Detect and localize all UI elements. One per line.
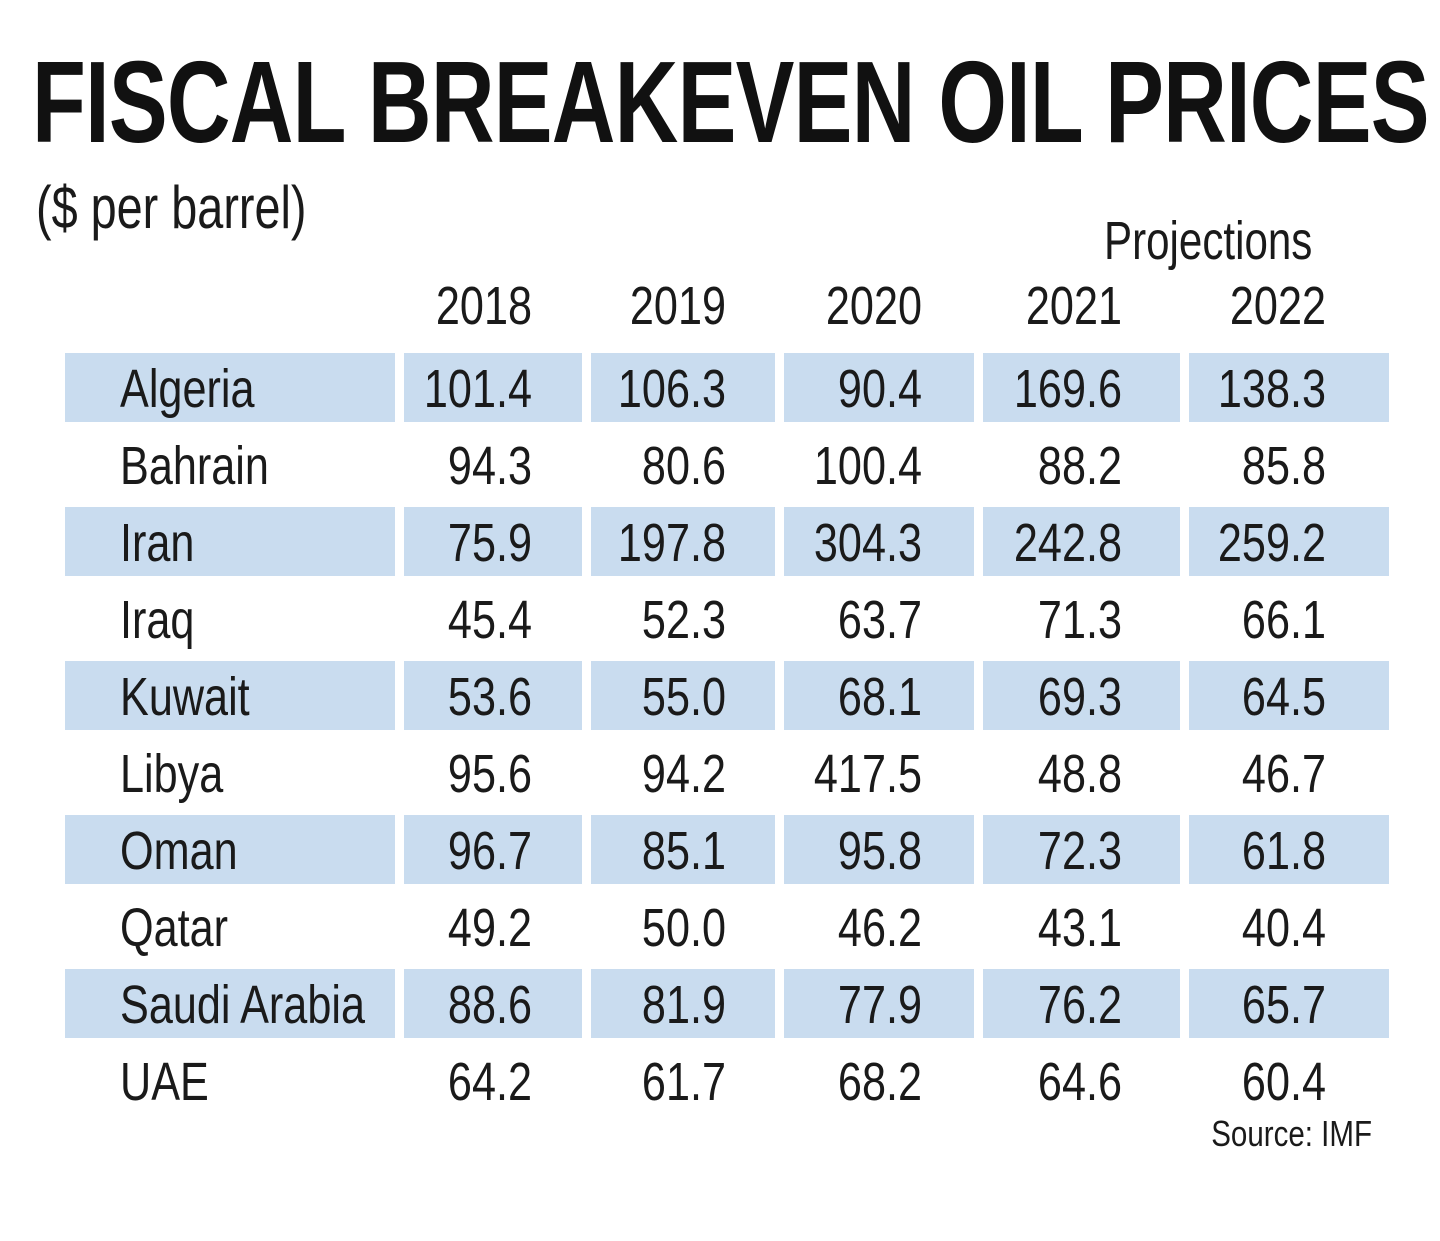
row-stripe	[784, 969, 974, 1038]
table-cell: 259.2	[1217, 513, 1326, 573]
table-cell: 43.1	[1037, 898, 1122, 958]
table-cell: 71.3	[1037, 590, 1122, 650]
row-stripe	[1189, 507, 1389, 576]
table-cell: 106.3	[617, 359, 726, 419]
table-cell: 90.4	[837, 359, 922, 419]
table-cell: 100.4	[813, 436, 922, 496]
country-label: Iraq	[120, 590, 195, 650]
country-label: Libya	[120, 744, 224, 804]
row-stripe	[591, 815, 775, 884]
table-cell: 60.4	[1241, 1052, 1326, 1112]
year-header-0: 2018	[435, 276, 532, 336]
row-stripe	[65, 815, 395, 884]
table-cell: 95.8	[837, 821, 922, 881]
table-cell: 64.6	[1037, 1052, 1122, 1112]
table-cell: 72.3	[1037, 821, 1122, 881]
table-cell: 94.3	[447, 436, 532, 496]
table-cell: 101.4	[423, 359, 532, 419]
row-stripe	[404, 815, 582, 884]
table-cell: 81.9	[641, 975, 726, 1035]
table-cell: 75.9	[447, 513, 532, 573]
row-stripe	[65, 507, 395, 576]
table-cell: 66.1	[1241, 590, 1326, 650]
table-cell: 50.0	[641, 898, 726, 958]
table-cell: 96.7	[447, 821, 532, 881]
table-cell: 65.7	[1241, 975, 1326, 1035]
row-stripe	[404, 507, 582, 576]
country-label: Kuwait	[120, 667, 250, 727]
table-cell: 68.2	[837, 1052, 922, 1112]
row-stripe	[591, 661, 775, 730]
table-cell: 85.8	[1241, 436, 1326, 496]
table-cell: 45.4	[447, 590, 532, 650]
row-stripe	[784, 353, 974, 422]
year-header-2: 2020	[825, 276, 922, 336]
year-header-4: 2022	[1229, 276, 1326, 336]
table-cell: 68.1	[837, 667, 922, 727]
table-cell: 88.2	[1037, 436, 1122, 496]
country-label: Iran	[120, 513, 195, 573]
table-cell: 61.7	[641, 1052, 726, 1112]
row-stripe	[784, 507, 974, 576]
table-cell: 48.8	[1037, 744, 1122, 804]
table-cell: 95.6	[447, 744, 532, 804]
table-cell: 53.6	[447, 667, 532, 727]
row-stripe	[1189, 661, 1389, 730]
row-stripe	[404, 969, 582, 1038]
table-cell: 304.3	[813, 513, 922, 573]
country-label: Qatar	[120, 898, 229, 958]
table-cell: 76.2	[1037, 975, 1122, 1035]
row-stripe	[65, 661, 395, 730]
row-stripe	[1189, 353, 1389, 422]
country-label: Oman	[120, 821, 238, 881]
row-stripe	[983, 353, 1180, 422]
table-cell: 40.4	[1241, 898, 1326, 958]
row-stripe	[65, 969, 395, 1038]
table-cell: 169.6	[1013, 359, 1122, 419]
row-stripe	[591, 969, 775, 1038]
table-cell: 197.8	[617, 513, 726, 573]
table-cell: 64.2	[447, 1052, 532, 1112]
country-label: Bahrain	[120, 436, 269, 496]
table-cell: 49.2	[447, 898, 532, 958]
country-label: Saudi Arabia	[120, 975, 365, 1035]
table-cell: 63.7	[837, 590, 922, 650]
row-stripe	[784, 661, 974, 730]
row-stripe	[983, 661, 1180, 730]
table-cell: 55.0	[641, 667, 726, 727]
row-stripe	[591, 353, 775, 422]
table-cell: 64.5	[1241, 667, 1326, 727]
table-cell: 80.6	[641, 436, 726, 496]
table-cell: 88.6	[447, 975, 532, 1035]
country-label: UAE	[120, 1052, 209, 1112]
table-cell: 417.5	[813, 744, 922, 804]
table-cell: 85.1	[641, 821, 726, 881]
table-cell: 61.8	[1241, 821, 1326, 881]
table-cell: 242.8	[1013, 513, 1122, 573]
row-stripe	[784, 815, 974, 884]
row-stripe	[983, 815, 1180, 884]
source-note: Source: IMF	[1211, 1113, 1372, 1154]
table-cell: 138.3	[1217, 359, 1326, 419]
year-header-3: 2021	[1025, 276, 1122, 336]
chart-title: FISCAL BREAKEVEN OIL PRICES	[32, 37, 1430, 167]
row-stripe	[404, 353, 582, 422]
row-stripe	[591, 507, 775, 576]
row-stripe	[1189, 815, 1389, 884]
country-label: Algeria	[120, 359, 255, 419]
table-cell: 46.2	[837, 898, 922, 958]
row-stripe	[983, 507, 1180, 576]
table-cell: 77.9	[837, 975, 922, 1035]
table-cell: 94.2	[641, 744, 726, 804]
chart-subtitle: ($ per barrel)	[36, 174, 307, 241]
row-stripe	[65, 353, 395, 422]
year-header-1: 2019	[629, 276, 726, 336]
table-cell: 46.7	[1241, 744, 1326, 804]
table-cell: 69.3	[1037, 667, 1122, 727]
table-cell: 52.3	[641, 590, 726, 650]
projections-label: Projections	[1104, 211, 1313, 271]
row-stripe	[983, 969, 1180, 1038]
row-stripe	[404, 661, 582, 730]
row-stripe	[1189, 969, 1389, 1038]
